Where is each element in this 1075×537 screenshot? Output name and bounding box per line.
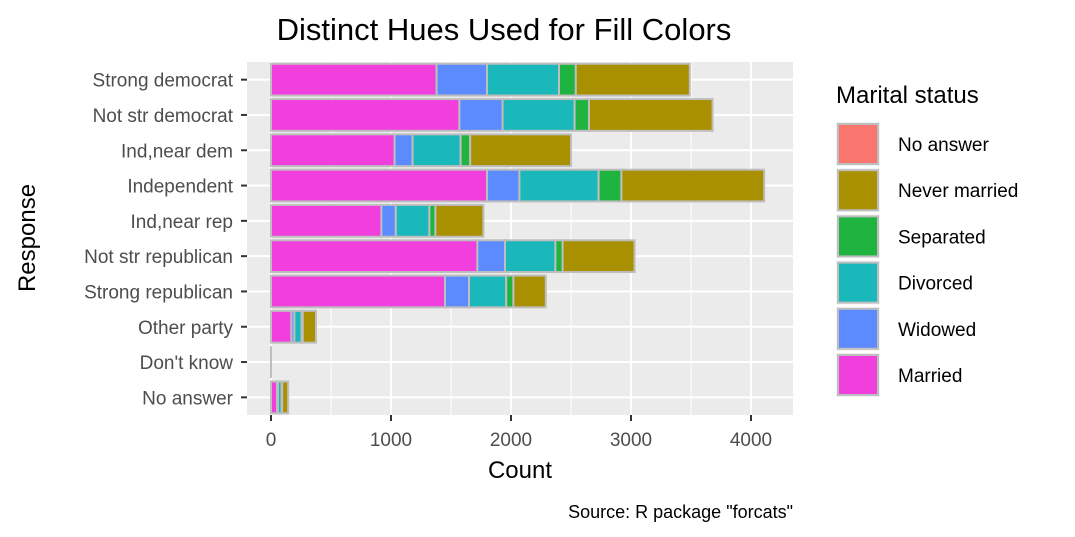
x-tick-label: 0 — [266, 430, 277, 451]
legend-swatch — [837, 261, 879, 304]
bar-segment-empty — [270, 346, 272, 378]
bar-segment — [573, 98, 590, 132]
y-tick-label: No answer — [142, 388, 233, 409]
bar-segment — [620, 168, 766, 203]
y-axis-ticks: Strong democrat Not str democrat Ind,near … — [84, 71, 247, 409]
bar-segment — [558, 62, 577, 97]
bar-segment — [380, 203, 397, 238]
bar-segment — [435, 62, 489, 97]
bar-segment — [486, 62, 560, 97]
legend-swatch — [837, 354, 879, 396]
bar-segment — [512, 274, 547, 309]
x-tick-label: 2000 — [490, 430, 532, 451]
legend-label: Never married — [898, 181, 1018, 202]
bar-segment — [476, 239, 506, 274]
bar-segment — [270, 274, 446, 309]
y-tick-label: Other party — [138, 318, 234, 339]
legend-swatch — [837, 169, 879, 212]
bar-segment — [486, 168, 521, 203]
legend: Marital status No answer Never married Sep… — [836, 82, 1018, 397]
legend-swatch — [837, 307, 879, 350]
bar-segment — [281, 380, 290, 415]
y-tick-label: Don't know — [140, 353, 234, 374]
legend-title: Marital status — [836, 82, 979, 109]
bar-segment — [270, 168, 488, 203]
bar-segment — [588, 98, 714, 132]
bar-segment — [469, 133, 573, 168]
bar-segment — [270, 239, 479, 274]
x-tick-label: 1000 — [370, 430, 412, 451]
bar-segment — [574, 62, 691, 97]
bar-segment — [504, 239, 557, 274]
y-tick-label: Strong democrat — [93, 71, 234, 92]
bar-segment — [468, 274, 508, 309]
bar-segment — [434, 203, 485, 238]
y-tick-label: Strong republican — [84, 282, 233, 303]
bar-segment — [270, 98, 461, 132]
legend-swatch — [837, 123, 879, 165]
legend-label: Married — [898, 366, 962, 387]
bar-segment — [459, 133, 472, 168]
caption: Source: R package "forcats" — [568, 502, 793, 522]
bar-segment — [270, 62, 438, 97]
y-tick-label: Independent — [127, 177, 233, 198]
bar-segment — [554, 239, 564, 274]
bars — [270, 62, 766, 415]
x-tick-label: 4000 — [730, 430, 772, 451]
x-tick-label: 3000 — [610, 430, 652, 451]
bar-segment — [270, 309, 293, 344]
bar-segment — [518, 168, 600, 203]
legend-swatch — [837, 215, 879, 258]
x-axis-title: Count — [488, 457, 552, 484]
legend-label: Separated — [898, 227, 986, 248]
y-axis-title: Response — [14, 184, 41, 292]
bar-segment — [501, 98, 576, 132]
bar-segment — [561, 239, 636, 274]
y-tick-label: Ind,near dem — [121, 141, 233, 162]
bar-segment — [458, 98, 504, 132]
legend-label: No answer — [898, 135, 989, 156]
bar-segment — [393, 133, 414, 168]
chart-title: Distinct Hues Used for Fill Colors — [277, 12, 732, 47]
bar-segment — [444, 274, 470, 309]
bar-segment — [597, 168, 623, 203]
bar-segment — [270, 133, 396, 168]
bar-segment — [270, 203, 383, 238]
y-tick-label: Not str democrat — [93, 106, 234, 127]
bar-segment — [505, 274, 515, 309]
y-tick-label: Ind,near rep — [131, 212, 233, 233]
bar-segment — [293, 309, 303, 344]
bar-segment — [301, 309, 317, 344]
bar-segment — [394, 203, 431, 238]
legend-label: Widowed — [898, 320, 976, 341]
legend-label: Divorced — [898, 274, 973, 295]
x-axis-ticks: 0 1000 2000 3000 4000 — [266, 415, 772, 451]
y-tick-label: Not str republican — [84, 247, 233, 268]
bar-segment — [411, 133, 462, 168]
